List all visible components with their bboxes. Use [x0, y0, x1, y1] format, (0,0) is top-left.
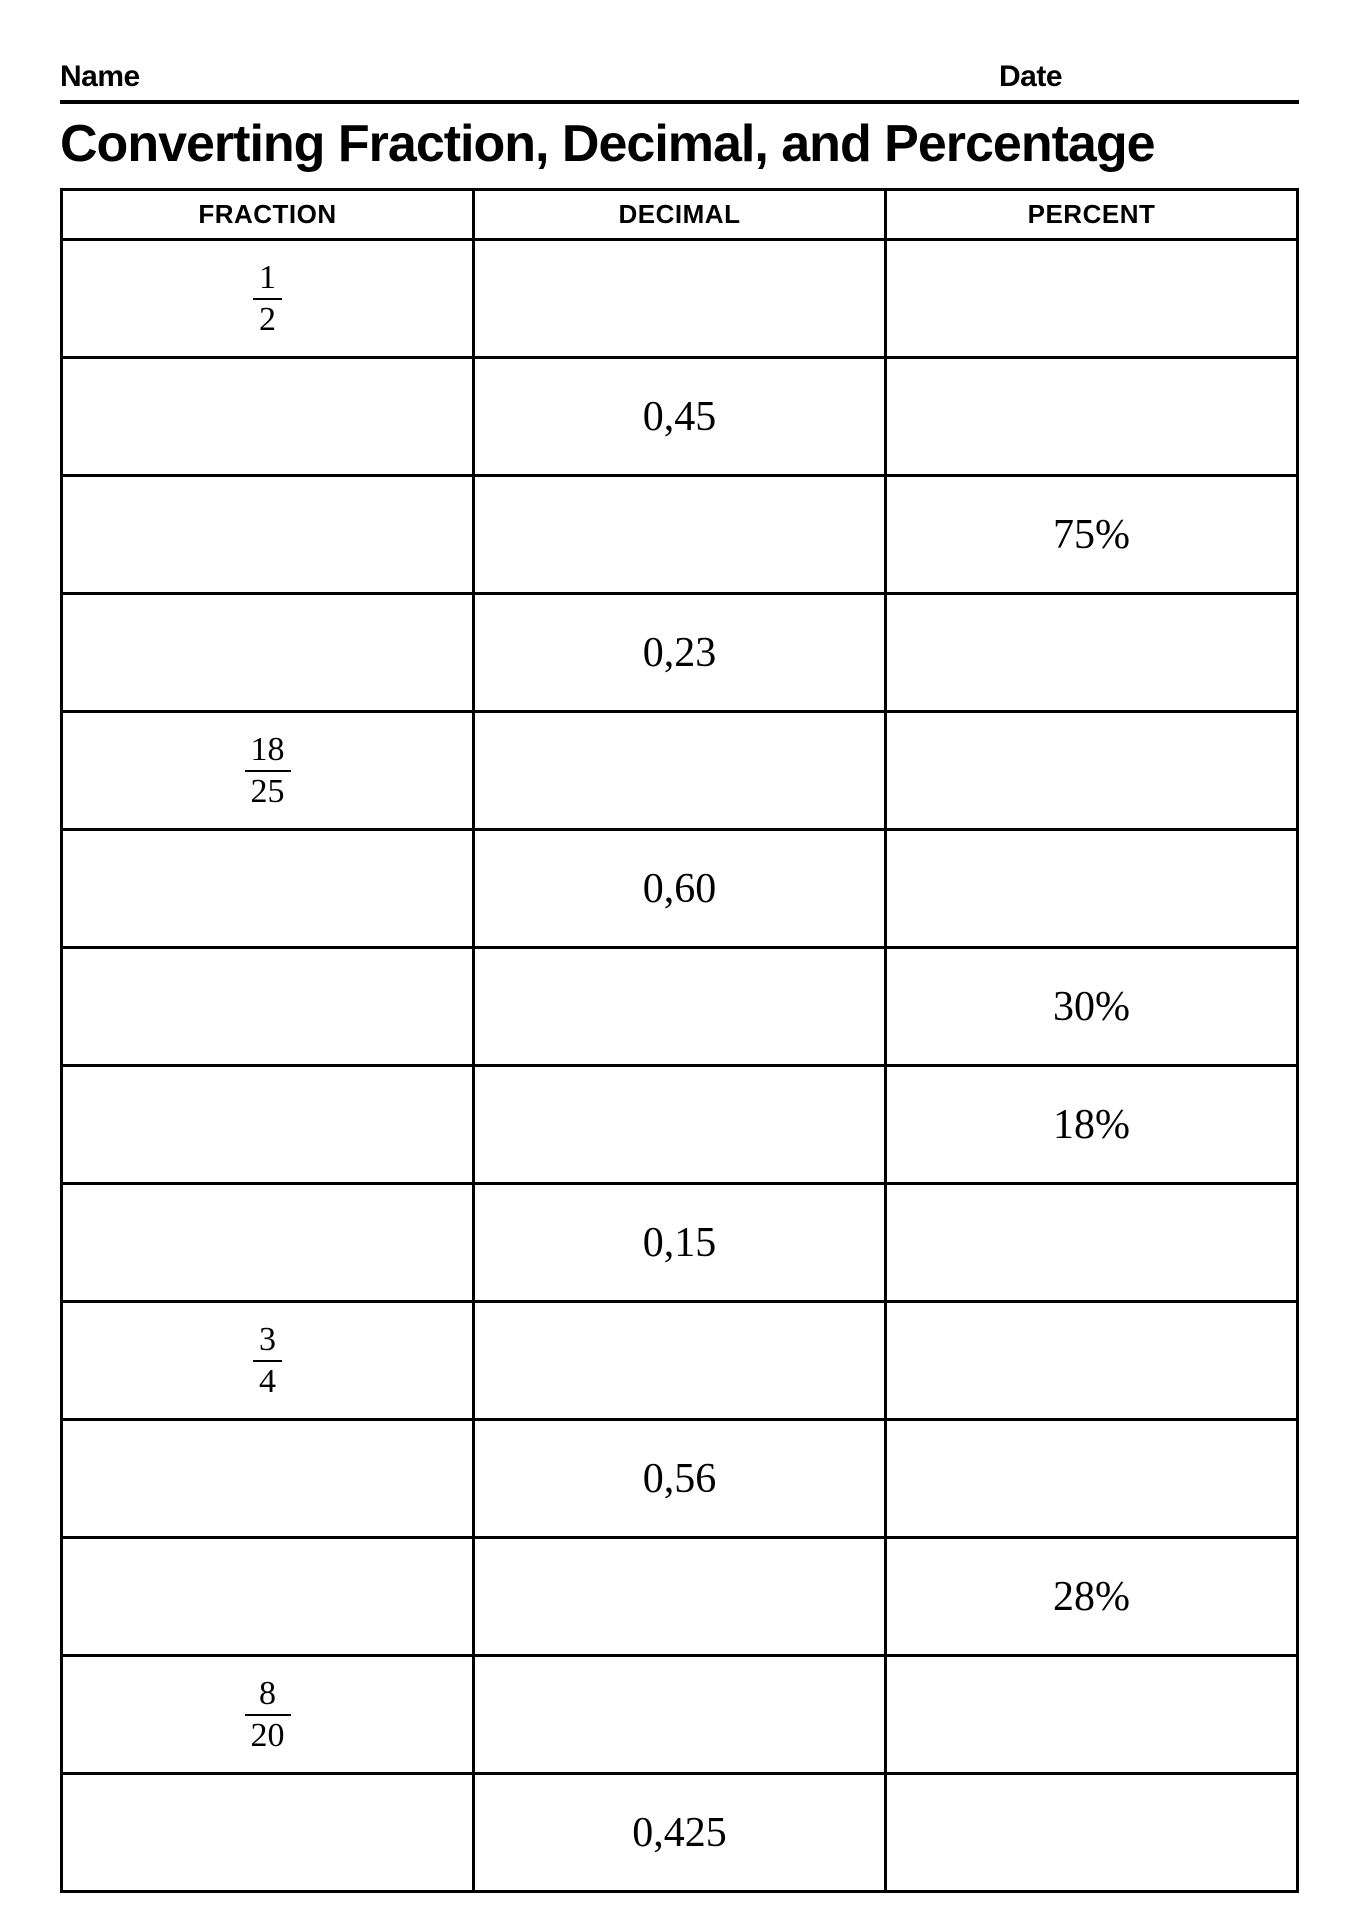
fraction-value: 12 — [253, 260, 282, 337]
table-row: 12 — [62, 240, 1298, 358]
worksheet-header: Name Date — [60, 60, 1299, 104]
fraction-cell — [62, 948, 474, 1066]
decimal-cell — [474, 1302, 886, 1420]
fraction-cell: 1825 — [62, 712, 474, 830]
percent-cell: 18% — [886, 1066, 1298, 1184]
percent-cell — [886, 1774, 1298, 1892]
fraction-numerator: 8 — [245, 1676, 291, 1714]
percent-cell — [886, 830, 1298, 948]
decimal-cell — [474, 240, 886, 358]
percent-cell — [886, 594, 1298, 712]
table-row: 18% — [62, 1066, 1298, 1184]
decimal-cell: 0,56 — [474, 1420, 886, 1538]
col-header-decimal: DECIMAL — [474, 190, 886, 240]
fraction-cell: 820 — [62, 1656, 474, 1774]
percent-cell — [886, 358, 1298, 476]
decimal-cell — [474, 1656, 886, 1774]
table-row: 0,45 — [62, 358, 1298, 476]
fraction-denominator: 2 — [253, 298, 282, 338]
table-row: 0,60 — [62, 830, 1298, 948]
table-row: 820 — [62, 1656, 1298, 1774]
fraction-value: 1825 — [245, 732, 291, 809]
fraction-cell — [62, 1066, 474, 1184]
decimal-cell: 0,425 — [474, 1774, 886, 1892]
fraction-cell — [62, 358, 474, 476]
table-row: 0,425 — [62, 1774, 1298, 1892]
fraction-cell: 34 — [62, 1302, 474, 1420]
table-row: 1825 — [62, 712, 1298, 830]
decimal-cell: 0,45 — [474, 358, 886, 476]
table-row: 0,23 — [62, 594, 1298, 712]
fraction-cell — [62, 830, 474, 948]
table-row: 28% — [62, 1538, 1298, 1656]
percent-cell — [886, 712, 1298, 830]
fraction-cell — [62, 1420, 474, 1538]
table-row: 34 — [62, 1302, 1298, 1420]
percent-cell — [886, 1302, 1298, 1420]
table-body: 120,4575%0,2318250,6030%18%0,15340,5628%… — [62, 240, 1298, 1892]
table-header-row: FRACTION DECIMAL PERCENT — [62, 190, 1298, 240]
page-title: Converting Fraction, Decimal, and Percen… — [60, 114, 1299, 174]
fraction-denominator: 25 — [245, 770, 291, 810]
table-row: 30% — [62, 948, 1298, 1066]
fraction-value: 820 — [245, 1676, 291, 1753]
table-row: 0,56 — [62, 1420, 1298, 1538]
percent-cell: 75% — [886, 476, 1298, 594]
decimal-cell — [474, 1538, 886, 1656]
col-header-fraction: FRACTION — [62, 190, 474, 240]
fraction-numerator: 3 — [253, 1322, 282, 1360]
table-row: 0,15 — [62, 1184, 1298, 1302]
percent-cell — [886, 1184, 1298, 1302]
percent-cell: 28% — [886, 1538, 1298, 1656]
fraction-cell — [62, 1774, 474, 1892]
date-label: Date — [999, 60, 1299, 94]
percent-cell: 30% — [886, 948, 1298, 1066]
col-header-percent: PERCENT — [886, 190, 1298, 240]
decimal-cell — [474, 476, 886, 594]
table-row: 75% — [62, 476, 1298, 594]
fraction-cell — [62, 594, 474, 712]
fraction-cell — [62, 1184, 474, 1302]
decimal-cell: 0,23 — [474, 594, 886, 712]
fraction-cell — [62, 1538, 474, 1656]
percent-cell — [886, 1656, 1298, 1774]
decimal-cell: 0,15 — [474, 1184, 886, 1302]
decimal-cell — [474, 948, 886, 1066]
decimal-cell — [474, 712, 886, 830]
fraction-denominator: 20 — [245, 1714, 291, 1754]
percent-cell — [886, 240, 1298, 358]
decimal-cell: 0,60 — [474, 830, 886, 948]
decimal-cell — [474, 1066, 886, 1184]
fraction-cell: 12 — [62, 240, 474, 358]
name-label: Name — [60, 60, 999, 94]
conversion-table: FRACTION DECIMAL PERCENT 120,4575%0,2318… — [60, 188, 1299, 1893]
fraction-numerator: 18 — [245, 732, 291, 770]
fraction-denominator: 4 — [253, 1360, 282, 1400]
fraction-numerator: 1 — [253, 260, 282, 298]
fraction-value: 34 — [253, 1322, 282, 1399]
fraction-cell — [62, 476, 474, 594]
percent-cell — [886, 1420, 1298, 1538]
